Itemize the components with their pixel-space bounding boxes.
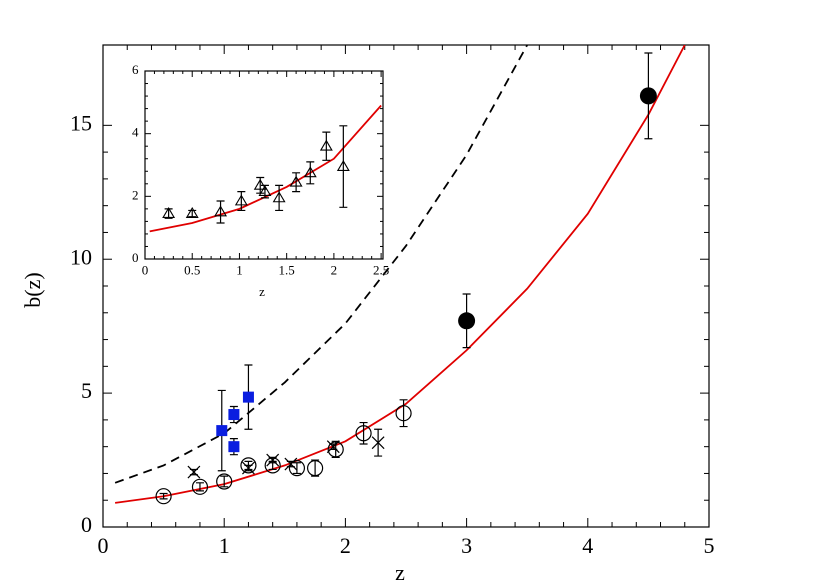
marker	[458, 312, 476, 330]
y-tick-label: 0	[81, 512, 92, 537]
marker	[155, 488, 172, 505]
error-bar	[275, 184, 284, 212]
x-tick-label: 5	[704, 533, 715, 558]
x-tick-label: 1	[219, 533, 230, 558]
marker	[266, 453, 280, 467]
marker	[395, 405, 412, 422]
marker	[639, 87, 657, 105]
y-tick-label: 2	[132, 187, 139, 202]
marker	[214, 205, 228, 217]
x-tick-label: 0	[142, 262, 149, 277]
y-tick-label: 15	[70, 110, 92, 135]
y-tick-label: 6	[132, 62, 139, 77]
x-axis-label: z	[395, 560, 405, 585]
plot-frame	[144, 70, 384, 260]
y-tick-label: 4	[132, 125, 139, 140]
error-bar	[159, 492, 168, 500]
marker	[288, 459, 306, 477]
error-bar	[306, 161, 315, 185]
curve	[114, 45, 528, 484]
x-tick-label: 4	[582, 533, 593, 558]
marker	[191, 478, 209, 495]
x-tick-label: 0.5	[184, 262, 200, 277]
error-bar	[292, 462, 301, 475]
plot: 0 0.5 1 1.5 2 2.5 0 2 4 6 z	[132, 62, 389, 299]
marker	[242, 391, 254, 403]
x-tick-label: 3	[461, 533, 472, 558]
error-bar	[220, 475, 229, 488]
error-bar	[188, 209, 197, 218]
marker	[284, 457, 298, 471]
marker	[185, 206, 199, 218]
x-axis-label: z	[259, 284, 265, 299]
error-bar	[216, 200, 225, 224]
marker	[162, 206, 176, 218]
marker	[327, 441, 344, 458]
marker	[258, 185, 272, 197]
y-tick-label: 0	[132, 250, 139, 265]
data-area	[114, 45, 686, 505]
x-tick-label: 0	[98, 533, 109, 558]
marker	[216, 425, 228, 437]
marker	[228, 409, 240, 421]
x-tick-label: 2	[340, 533, 351, 558]
marker	[303, 166, 317, 178]
y-tick-label: 10	[70, 244, 92, 269]
marker	[371, 436, 385, 450]
marker	[187, 465, 201, 479]
marker	[326, 440, 340, 454]
x-tick-label: 1	[236, 262, 243, 277]
marker	[253, 178, 267, 190]
marker	[355, 425, 372, 442]
marker	[272, 191, 286, 203]
data-area	[149, 104, 382, 233]
marker	[289, 175, 303, 187]
marker	[216, 473, 233, 490]
curve	[114, 45, 686, 504]
marker	[336, 159, 350, 171]
marker	[307, 459, 324, 477]
marker	[242, 461, 255, 475]
error-bar	[195, 482, 204, 492]
marker	[234, 194, 248, 206]
marker	[240, 457, 257, 474]
marker	[319, 139, 333, 151]
marker	[228, 441, 240, 453]
error-bar	[339, 125, 348, 208]
error-bar	[399, 399, 408, 428]
y-tick-label: 5	[81, 378, 92, 403]
y-axis-label: b(z)	[20, 272, 45, 307]
x-tick-label: 1.5	[279, 262, 295, 277]
x-tick-label: 2	[331, 262, 338, 277]
x-tick-label: 2.5	[373, 262, 389, 277]
error-bar	[322, 131, 331, 161]
